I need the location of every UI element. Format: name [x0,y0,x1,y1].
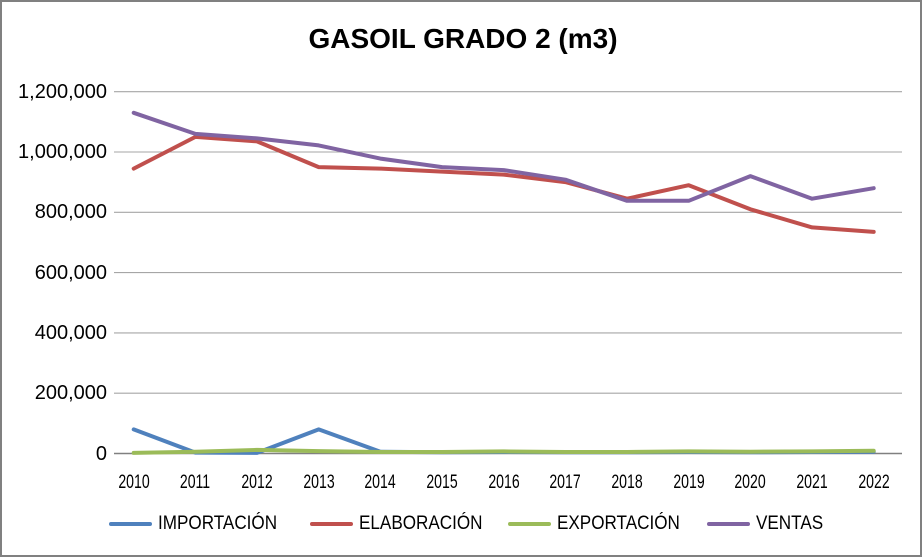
legend-line-swatch [707,522,750,526]
y-axis-label: 800,000 [34,201,107,224]
x-axis-label: 2016 [488,472,520,493]
x-axis-label: 2017 [549,472,582,493]
series-line-exportación [131,447,876,455]
legend-label: ELABORACIÓN [359,513,483,534]
x-axis-label: 2020 [734,472,767,493]
y-axis-label: 0 [95,442,107,465]
x-axis-label: 2014 [364,472,397,493]
y-axis-label: 400,000 [34,321,107,344]
legend-line-swatch [310,522,353,526]
y-axis-label: 1,200,000 [18,80,107,103]
x-axis-label: 2021 [796,472,828,493]
x-axis-label: 2012 [241,472,273,493]
legend-line-swatch [508,522,551,526]
legend-label: VENTAS [756,513,824,534]
x-axis-label: 2022 [858,472,890,493]
x-axis-label: 2015 [426,472,458,493]
y-axis-label: 1,000,000 [18,141,107,163]
x-axis-label: 2018 [611,472,643,493]
series-line-elaboración [131,134,876,234]
legend-line-swatch [109,522,152,526]
y-axis-label: 600,000 [34,261,107,284]
legend-label: EXPORTACIÓN [557,513,680,534]
y-axis-label: 200,000 [34,382,107,405]
x-axis-label: 2013 [303,472,335,493]
x-axis-label: 2010 [118,472,150,493]
chart-title: GASOIL GRADO 2 (m3) [308,23,618,54]
series-line-ventas [131,110,876,203]
x-axis-label: 2011 [180,472,211,493]
legend-label: IMPORTACIÓN [158,513,278,534]
x-axis-label: 2019 [673,472,705,493]
